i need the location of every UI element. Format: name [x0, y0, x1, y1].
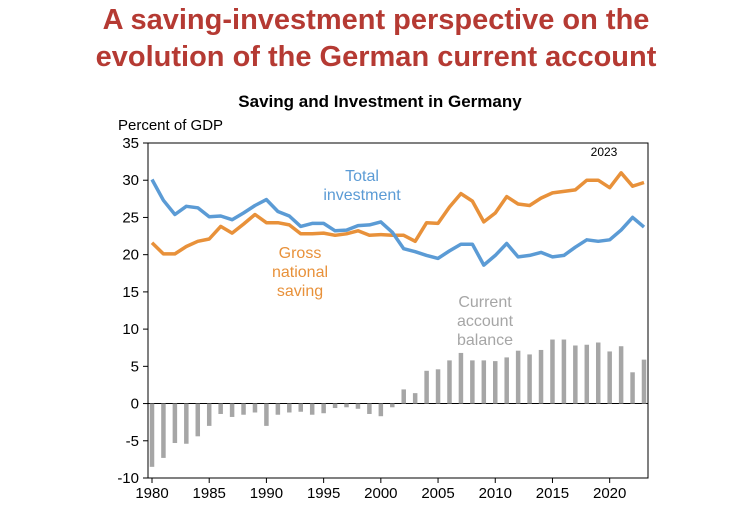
y-tick-label: 35	[122, 135, 139, 152]
y-tick-label: -10	[117, 470, 139, 487]
current-account-bar	[630, 372, 635, 404]
current-account-bar	[641, 359, 647, 404]
current-account-bar	[275, 403, 281, 415]
current-account-balance-label: account	[457, 313, 514, 330]
current-account-bar	[332, 403, 338, 409]
gross-national-saving-label: saving	[277, 283, 323, 300]
y-tick-label: 10	[122, 321, 139, 338]
current-account-bar	[241, 403, 246, 415]
current-account-bar	[367, 403, 372, 414]
current-account-bar	[309, 403, 315, 415]
plot-area: -10 -5 0 5 10 15 20 25 30 35 1980 1985 1990 1995 2000 2…	[117, 135, 649, 502]
current-account-bar	[252, 403, 258, 413]
current-account-bar	[527, 354, 532, 404]
x-tick-label: 1995	[307, 485, 340, 502]
x-tick-label: 1990	[250, 485, 283, 502]
current-account-balance-label: Current	[458, 294, 512, 311]
x-tick-label: 2020	[593, 485, 626, 502]
current-account-bar	[550, 339, 555, 404]
x-tick-label: 2015	[536, 485, 569, 502]
current-account-bar	[401, 389, 406, 404]
plot-frame	[147, 142, 649, 479]
current-account-bar	[390, 403, 395, 408]
current-account-bar	[538, 349, 544, 404]
headline-line-2: evolution of the German current account	[95, 41, 657, 73]
current-account-bar	[618, 346, 624, 404]
page-headline: A saving-investment perspective on the e…	[0, 2, 752, 76]
current-account-bar	[458, 352, 464, 404]
total-investment-label: Total	[345, 168, 379, 185]
current-account-bar	[206, 403, 212, 426]
y-tick-label: 5	[131, 358, 139, 375]
current-account-bar	[344, 403, 349, 408]
x-tick-label: 2000	[364, 485, 397, 502]
y-tick-label: 0	[131, 396, 139, 413]
current-account-bar	[172, 403, 178, 444]
x-tick-label: 2005	[421, 485, 454, 502]
current-account-bar	[493, 361, 498, 404]
current-account-bar	[412, 393, 418, 404]
x-tick-label: 1985	[193, 485, 226, 502]
current-account-bar	[481, 360, 487, 404]
current-account-bar	[287, 403, 292, 413]
current-account-bar	[595, 342, 601, 404]
x-tick-label: 1980	[135, 485, 168, 502]
current-account-bar	[229, 403, 235, 417]
current-account-bar	[447, 360, 452, 404]
current-account-bar	[184, 403, 189, 444]
current-account-bar	[321, 403, 326, 414]
current-account-bar	[298, 403, 303, 412]
y-tick-label: 15	[122, 284, 139, 301]
y-tick-label: -5	[126, 433, 139, 450]
current-account-bar	[607, 351, 612, 404]
y-tick-label: 20	[122, 247, 139, 264]
current-account-bar	[470, 360, 475, 404]
current-account-bar	[424, 370, 429, 404]
year-annotation: 2023	[591, 145, 618, 159]
current-account-bar	[561, 339, 567, 404]
current-account-bar	[195, 403, 201, 437]
current-account-bar	[161, 403, 166, 458]
current-account-bar	[355, 403, 361, 409]
current-account-balance-label: balance	[457, 332, 513, 349]
current-account-bar	[573, 345, 578, 404]
y-axis-label: Percent of GDP	[118, 117, 223, 134]
current-account-bar	[435, 369, 441, 404]
gross-national-saving-line	[150, 171, 645, 256]
y-tick-label: 30	[122, 172, 139, 189]
current-account-bar	[264, 403, 269, 426]
gross-national-saving-label: Gross	[279, 245, 322, 262]
current-account-bar	[378, 403, 384, 417]
gross-national-saving-label: national	[272, 264, 328, 281]
current-account-bar	[515, 350, 521, 404]
x-tick-label: 2010	[479, 485, 512, 502]
current-account-bar	[584, 344, 590, 404]
y-tick-label: 25	[122, 209, 139, 226]
current-account-bar	[504, 357, 509, 404]
current-account-bar	[149, 403, 155, 467]
chart-title: Saving and Investment in Germany	[238, 92, 522, 111]
headline-line-1: A saving-investment perspective on the	[102, 4, 650, 36]
current-account-bar	[218, 403, 223, 414]
total-investment-line	[150, 178, 646, 267]
total-investment-label: investment	[323, 187, 401, 204]
